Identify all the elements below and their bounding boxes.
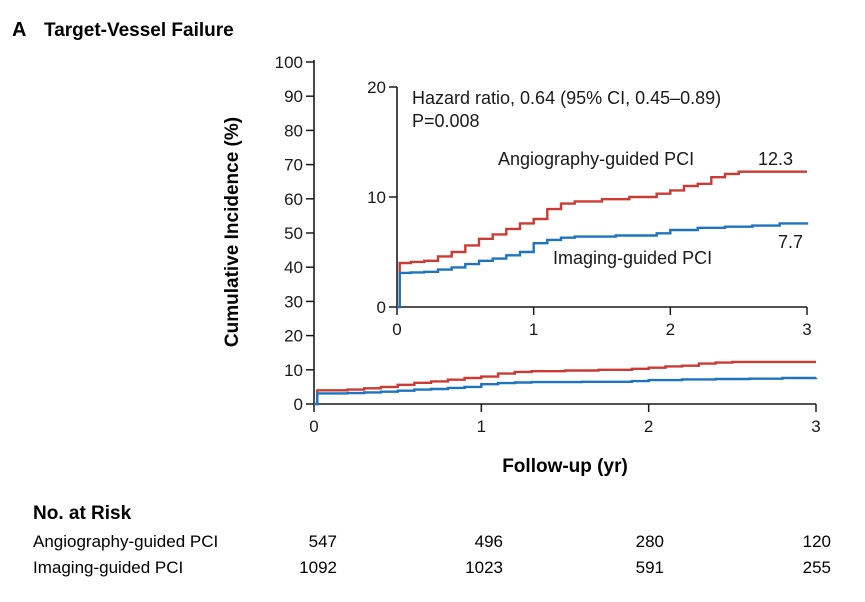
main-y-tick-label: 0	[294, 395, 303, 414]
risk-cell: 1092	[299, 558, 337, 577]
panel-title: Target-Vessel Failure	[44, 20, 234, 41]
risk-table: No. at Risk Angiography-guided PCI Imagi…	[33, 503, 831, 577]
risk-cell: 120	[803, 532, 831, 551]
risk-cell: 547	[309, 532, 337, 551]
inset-plot: 0 10 20 0 1 2 3	[367, 78, 812, 339]
main-x-tick-label: 2	[644, 417, 653, 436]
risk-cell: 591	[636, 558, 664, 577]
main-x-tick-label: 3	[811, 417, 820, 436]
main-y-tick-label: 90	[284, 87, 303, 106]
imaging-series-label: Imaging-guided PCI	[553, 248, 712, 268]
main-y-tick-label: 30	[284, 292, 303, 311]
panel-letter: A	[12, 19, 26, 41]
main-y-tick-label: 20	[284, 327, 303, 346]
y-axis-label: Cumulative Incidence (%)	[222, 117, 243, 347]
inset-y-tick-label: 0	[377, 298, 386, 317]
p-value-text: P=0.008	[412, 111, 480, 131]
risk-table-title: No. at Risk	[33, 503, 132, 524]
inset-x-tick-label: 3	[802, 320, 811, 339]
main-angiography-line	[314, 360, 816, 406]
inset-y-tick-label: 10	[367, 188, 386, 207]
inset-x-tick-label: 1	[529, 320, 538, 339]
inset-angiography-line	[397, 170, 807, 309]
risk-row-label: Imaging-guided PCI	[33, 558, 183, 577]
angiography-end-value: 12.3	[758, 149, 793, 169]
inset-x-tick-label: 0	[392, 320, 401, 339]
main-x-tick-label: 1	[477, 417, 486, 436]
hazard-ratio-text: Hazard ratio, 0.64 (95% CI, 0.45–0.89)	[412, 88, 721, 108]
x-axis-label: Follow-up (yr)	[502, 456, 628, 477]
main-y-tick-label: 100	[275, 53, 303, 72]
main-y-tick-label: 10	[284, 361, 303, 380]
risk-cell: 280	[636, 532, 664, 551]
risk-cell: 496	[475, 532, 503, 551]
main-y-tick-label: 60	[284, 190, 303, 209]
main-x-tick-label: 0	[309, 417, 318, 436]
main-imaging-line	[314, 376, 818, 406]
main-y-tick-label: 80	[284, 121, 303, 140]
main-y-tick-label: 70	[284, 156, 303, 175]
inset-y-tick-label: 20	[367, 78, 386, 97]
risk-row-label: Angiography-guided PCI	[33, 532, 218, 551]
main-y-tick-label: 40	[284, 258, 303, 277]
inset-x-tick-label: 2	[666, 320, 675, 339]
inset-imaging-line	[397, 222, 809, 309]
risk-cell: 255	[803, 558, 831, 577]
risk-cell: 1023	[465, 558, 503, 577]
angiography-series-label: Angiography-guided PCI	[498, 149, 694, 169]
main-y-tick-label: 50	[284, 224, 303, 243]
imaging-end-value: 7.7	[778, 232, 803, 252]
